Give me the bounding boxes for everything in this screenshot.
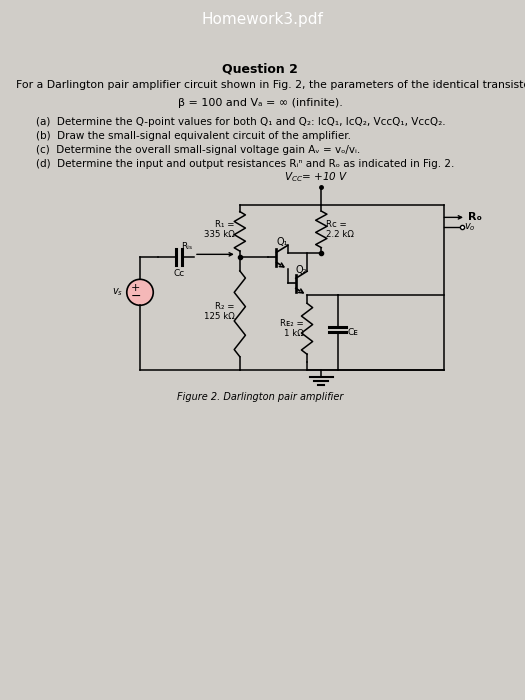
Text: $v_o$: $v_o$ xyxy=(464,221,476,233)
Text: $V_{CC}$= +10 V: $V_{CC}$= +10 V xyxy=(284,171,349,184)
Text: (a)  Determine the Q-point values for both Q₁ and Q₂: IᴄQ₁, IᴄQ₂, VᴄᴄQ₁, VᴄᴄQ₂.: (a) Determine the Q-point values for bot… xyxy=(36,118,446,127)
Text: R₁ =
335 kΩ: R₁ = 335 kΩ xyxy=(204,220,235,239)
Text: Q₂: Q₂ xyxy=(296,265,307,275)
Text: $v_s$: $v_s$ xyxy=(111,286,123,298)
Text: Homework3.pdf: Homework3.pdf xyxy=(202,12,323,27)
Text: Rₒ: Rₒ xyxy=(468,212,482,223)
Text: β = 100 and Vₐ = ∞ (infinite).: β = 100 and Vₐ = ∞ (infinite). xyxy=(178,99,343,108)
Circle shape xyxy=(127,279,153,305)
Text: Rᴄ =
2.2 kΩ: Rᴄ = 2.2 kΩ xyxy=(327,220,354,239)
Text: Question 2: Question 2 xyxy=(222,62,298,76)
Text: (d)  Determine the input and output resistances Rᵢⁿ and Rₒ as indicated in Fig. : (d) Determine the input and output resis… xyxy=(36,160,455,169)
Text: R₂ =
125 kΩ: R₂ = 125 kΩ xyxy=(204,302,235,321)
Text: Cᴇ: Cᴇ xyxy=(348,328,359,337)
Text: (b)  Draw the small-signal equivalent circuit of the amplifier.: (b) Draw the small-signal equivalent cir… xyxy=(36,132,351,141)
Text: Rᵢₛ: Rᵢₛ xyxy=(181,242,192,251)
Text: Q₁: Q₁ xyxy=(277,237,288,247)
Text: −: − xyxy=(131,290,141,303)
Text: For a Darlington pair amplifier circuit shown in Fig. 2, the parameters of the i: For a Darlington pair amplifier circuit … xyxy=(16,80,525,90)
Text: +: + xyxy=(131,284,141,293)
Text: Rᴇ₂ =
1 kΩ: Rᴇ₂ = 1 kΩ xyxy=(280,319,304,339)
Text: Cᴄ: Cᴄ xyxy=(173,270,184,279)
Text: Figure 2. Darlington pair amplifier: Figure 2. Darlington pair amplifier xyxy=(177,392,343,402)
Text: (c)  Determine the overall small-signal voltage gain Aᵥ = vₒ/vᵢ.: (c) Determine the overall small-signal v… xyxy=(36,146,360,155)
